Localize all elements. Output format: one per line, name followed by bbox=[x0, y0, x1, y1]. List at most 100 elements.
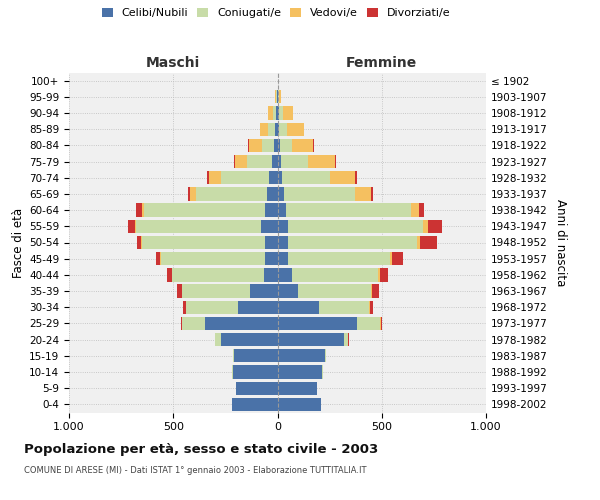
Bar bbox=[275, 122, 277, 136]
Bar bbox=[233, 349, 234, 362]
Bar bbox=[277, 349, 325, 362]
Bar bbox=[181, 317, 182, 330]
Bar bbox=[286, 204, 411, 217]
Bar bbox=[190, 188, 196, 200]
Bar bbox=[232, 398, 277, 411]
Bar bbox=[205, 317, 277, 330]
Bar bbox=[292, 268, 377, 281]
Bar bbox=[277, 106, 278, 120]
Bar bbox=[238, 300, 277, 314]
Bar bbox=[182, 284, 250, 298]
Bar bbox=[268, 122, 275, 136]
Bar bbox=[308, 155, 335, 168]
Bar bbox=[215, 333, 221, 346]
Bar bbox=[236, 382, 277, 395]
Bar bbox=[172, 268, 264, 281]
Bar bbox=[421, 236, 437, 249]
Bar bbox=[233, 366, 277, 378]
Bar bbox=[370, 300, 373, 314]
Bar bbox=[357, 317, 380, 330]
Bar bbox=[277, 300, 319, 314]
Y-axis label: Anni di nascita: Anni di nascita bbox=[554, 199, 567, 286]
Bar bbox=[428, 220, 442, 233]
Bar bbox=[278, 122, 287, 136]
Bar bbox=[277, 284, 298, 298]
Bar bbox=[355, 171, 357, 184]
Bar bbox=[381, 317, 382, 330]
Bar bbox=[136, 220, 261, 233]
Bar bbox=[277, 252, 288, 266]
Bar bbox=[268, 106, 274, 120]
Bar bbox=[141, 236, 142, 249]
Bar bbox=[419, 204, 424, 217]
Bar bbox=[278, 90, 279, 104]
Bar bbox=[232, 366, 233, 378]
Bar bbox=[277, 333, 344, 346]
Bar bbox=[371, 188, 373, 200]
Bar bbox=[277, 188, 284, 200]
Bar bbox=[234, 155, 235, 168]
Bar bbox=[288, 220, 424, 233]
Bar bbox=[278, 106, 283, 120]
Bar bbox=[279, 90, 281, 104]
Bar bbox=[380, 268, 388, 281]
Legend: Celibi/Nubili, Coniugati/e, Vedovi/e, Divorziati/e: Celibi/Nubili, Coniugati/e, Vedovi/e, Di… bbox=[100, 6, 452, 20]
Bar bbox=[269, 171, 277, 184]
Bar bbox=[248, 138, 250, 152]
Bar bbox=[178, 284, 182, 298]
Bar bbox=[329, 171, 355, 184]
Bar bbox=[128, 220, 134, 233]
Bar bbox=[260, 122, 268, 136]
Bar bbox=[161, 252, 265, 266]
Bar bbox=[284, 188, 355, 200]
Bar bbox=[235, 155, 247, 168]
Bar bbox=[277, 317, 357, 330]
Bar bbox=[371, 284, 373, 298]
Bar bbox=[167, 268, 172, 281]
Bar bbox=[322, 366, 323, 378]
Bar bbox=[137, 236, 141, 249]
Bar bbox=[234, 349, 277, 362]
Bar bbox=[272, 155, 277, 168]
Bar bbox=[283, 106, 293, 120]
Text: Popolazione per età, sesso e stato civile - 2003: Popolazione per età, sesso e stato civil… bbox=[24, 442, 378, 456]
Bar bbox=[325, 349, 326, 362]
Bar bbox=[144, 204, 265, 217]
Bar bbox=[262, 138, 274, 152]
Bar bbox=[292, 138, 313, 152]
Bar bbox=[344, 333, 349, 346]
Bar bbox=[264, 268, 277, 281]
Bar bbox=[274, 138, 277, 152]
Bar bbox=[265, 252, 277, 266]
Bar bbox=[411, 204, 419, 217]
Bar bbox=[155, 252, 160, 266]
Bar bbox=[277, 268, 292, 281]
Bar bbox=[298, 284, 371, 298]
Bar bbox=[313, 138, 314, 152]
Bar bbox=[277, 366, 322, 378]
Bar bbox=[277, 382, 317, 395]
Bar bbox=[319, 300, 369, 314]
Text: Maschi: Maschi bbox=[146, 56, 200, 70]
Bar bbox=[142, 204, 144, 217]
Bar bbox=[136, 204, 142, 217]
Bar bbox=[281, 155, 308, 168]
Bar bbox=[261, 220, 277, 233]
Bar bbox=[424, 220, 428, 233]
Bar bbox=[160, 252, 161, 266]
Bar bbox=[142, 236, 265, 249]
Bar bbox=[392, 252, 403, 266]
Bar bbox=[288, 252, 390, 266]
Bar bbox=[182, 317, 205, 330]
Bar bbox=[355, 188, 371, 200]
Bar bbox=[247, 155, 272, 168]
Text: COMUNE DI ARESE (MI) - Dati ISTAT 1° gennaio 2003 - Elaborazione TUTTITALIA.IT: COMUNE DI ARESE (MI) - Dati ISTAT 1° gen… bbox=[24, 466, 367, 475]
Bar bbox=[209, 171, 221, 184]
Text: Femmine: Femmine bbox=[346, 56, 418, 70]
Bar bbox=[277, 220, 288, 233]
Bar bbox=[281, 171, 329, 184]
Bar bbox=[287, 122, 304, 136]
Bar bbox=[277, 204, 286, 217]
Bar bbox=[373, 284, 379, 298]
Bar bbox=[275, 90, 277, 104]
